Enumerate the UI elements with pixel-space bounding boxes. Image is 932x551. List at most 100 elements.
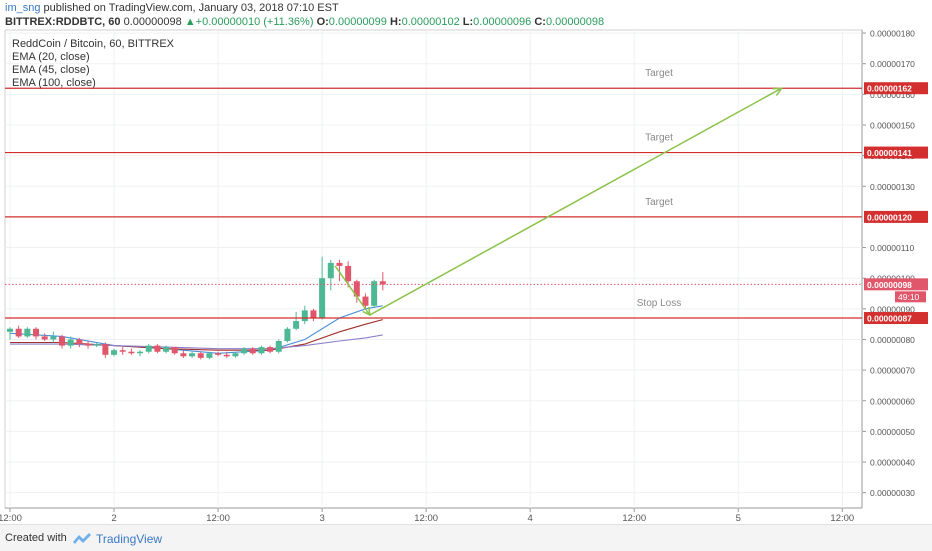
candle-body[interactable]: [93, 344, 100, 346]
symbol-label: BITTREX:RDDBTC, 60: [5, 16, 121, 28]
y-tick-label: 0.00000060: [870, 396, 915, 406]
candle-body[interactable]: [111, 350, 118, 355]
candle-body[interactable]: [7, 328, 13, 332]
high-label: H:: [389, 16, 402, 28]
candle-body[interactable]: [371, 281, 378, 306]
candle-body[interactable]: [284, 328, 291, 342]
candle-body[interactable]: [145, 345, 152, 352]
created-with-label: Created with: [5, 532, 67, 544]
open-label: O:: [316, 16, 329, 28]
candle-body[interactable]: [67, 339, 74, 346]
chart-legend: ReddCoin / Bitcoin, 60, BITTREX EMA (20,…: [12, 38, 174, 90]
countdown-badge: [895, 291, 926, 303]
candle-body[interactable]: [336, 262, 343, 266]
candle-body[interactable]: [59, 336, 66, 346]
last-price-badge: [864, 278, 928, 291]
y-tick-label: 0.00000130: [870, 182, 915, 192]
candle-body[interactable]: [137, 351, 144, 354]
y-tick-label: 0.00000150: [870, 120, 915, 130]
candle-body[interactable]: [180, 353, 187, 357]
candle-body[interactable]: [33, 328, 40, 337]
candle-body[interactable]: [258, 347, 265, 354]
candle-body[interactable]: [171, 347, 178, 354]
level-badge-text: 0.00000120: [867, 212, 912, 222]
candle-body[interactable]: [327, 262, 334, 279]
countdown-text: 49:10: [898, 292, 920, 302]
candle-body[interactable]: [353, 281, 360, 297]
level-badge: [864, 312, 928, 325]
candle-body[interactable]: [362, 296, 369, 306]
candle-body[interactable]: [119, 350, 126, 352]
candle-body[interactable]: [319, 278, 326, 319]
legend-ema20[interactable]: EMA (20, close): [12, 51, 90, 63]
level-label: Target: [645, 68, 673, 79]
x-tick-label: 5: [736, 513, 741, 524]
legend-title: ReddCoin / Bitcoin, 60, BITTREX: [12, 38, 175, 50]
y-tick-label: 0.00000170: [870, 59, 915, 69]
low-value: 0.00000096: [473, 16, 532, 28]
y-tick-label: 0.00000090: [870, 304, 915, 314]
tradingview-link[interactable]: TradingView: [96, 532, 163, 546]
level-label: Target: [645, 197, 673, 208]
candle-body[interactable]: [275, 341, 282, 352]
y-tick-label: 0.00000040: [870, 458, 915, 468]
legend-ema100[interactable]: EMA (100, close): [12, 77, 96, 89]
arrow-pivot-head: [362, 306, 371, 317]
author-link[interactable]: im_sng: [5, 2, 41, 14]
candle-body[interactable]: [41, 336, 48, 340]
y-tick-label: 0.00000030: [870, 488, 915, 498]
candle-body[interactable]: [223, 354, 230, 357]
candle-body[interactable]: [249, 348, 256, 354]
candle-body[interactable]: [85, 344, 92, 346]
level-badge: [864, 82, 928, 95]
candle-body[interactable]: [293, 321, 300, 329]
last-price-text: 0.00000098: [867, 280, 912, 290]
y-tick-label: 0.00000070: [870, 366, 915, 376]
level-badge: [864, 146, 928, 159]
x-tick-label: 3: [319, 513, 324, 524]
candle-body[interactable]: [345, 265, 352, 282]
candle-body[interactable]: [310, 310, 317, 319]
tradingview-logo-icon[interactable]: [72, 531, 92, 548]
candle-body[interactable]: [215, 353, 222, 355]
close-value: 0.00000098: [545, 16, 605, 28]
candle-body[interactable]: [76, 339, 83, 345]
open-value: 0.00000099: [328, 16, 387, 28]
candle-body[interactable]: [163, 347, 170, 352]
price-chart[interactable]: 0.00000180 0.00000170 0.00000160 0.00000150…: [0, 0, 932, 524]
last-price: 0.00000098: [123, 16, 182, 28]
level-label: Stop Loss: [637, 298, 681, 309]
x-tick-label: 12:00: [0, 513, 22, 524]
candle-body[interactable]: [301, 310, 308, 322]
ohlc-line: BITTREX:RDDBTC, 60 0.00000098 ▲+0.000000…: [5, 16, 604, 28]
level-badge-text: 0.00000162: [867, 84, 912, 94]
candle-body[interactable]: [50, 336, 57, 340]
y-tick-label: 0.00000050: [870, 427, 915, 437]
x-tick-label: 12:00: [622, 513, 646, 524]
chart-header: im_sng published on TradingView.com, Jan…: [0, 0, 932, 30]
candle-body[interactable]: [128, 351, 135, 354]
y-tick-label: 0.00000160: [870, 90, 915, 100]
candle-body[interactable]: [267, 347, 274, 352]
high-value: 0.00000102: [401, 16, 460, 28]
x-tick-label: 12:00: [830, 513, 854, 524]
legend-ema45[interactable]: EMA (45, close): [12, 64, 90, 76]
level-badge-text: 0.00000087: [867, 314, 912, 324]
candle-body[interactable]: [102, 344, 109, 355]
candle-body[interactable]: [24, 328, 31, 337]
candle-body[interactable]: [15, 328, 22, 337]
candle-body[interactable]: [197, 353, 204, 358]
x-tick-label: 12:00: [414, 513, 438, 524]
close-label: C:: [534, 16, 546, 28]
candle-body[interactable]: [241, 348, 248, 354]
low-label: L:: [462, 16, 474, 28]
change-value: +0.00000010 (+11.36%): [195, 16, 314, 28]
x-tick-label: 12:00: [206, 513, 230, 524]
y-tick-label: 0.00000110: [870, 243, 915, 253]
candle-body[interactable]: [379, 281, 386, 285]
candle-body[interactable]: [189, 353, 196, 357]
candle-body[interactable]: [232, 353, 239, 357]
candle-body[interactable]: [154, 345, 161, 352]
level-label: Target: [645, 133, 673, 144]
candle-body[interactable]: [206, 353, 213, 358]
